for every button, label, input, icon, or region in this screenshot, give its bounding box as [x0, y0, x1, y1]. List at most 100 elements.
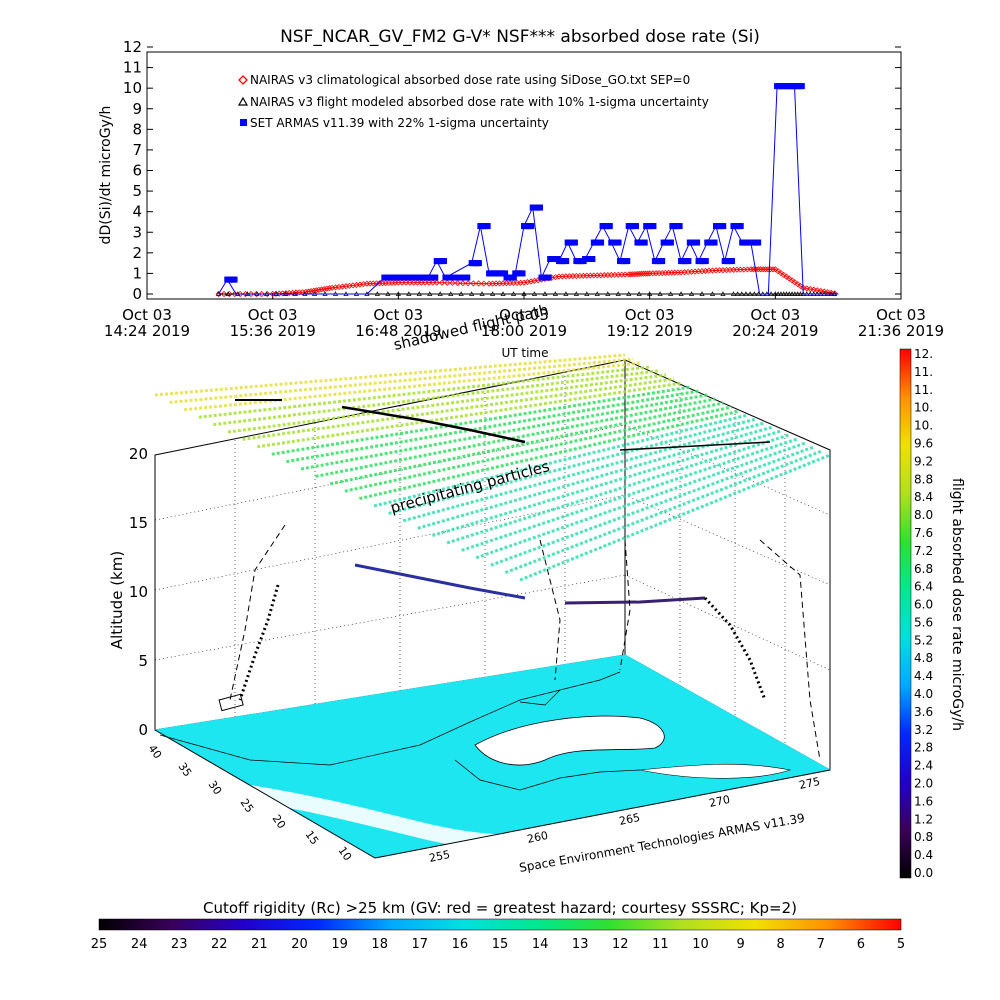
data-point — [767, 266, 774, 273]
rigidity-colorbar: Cutoff rigidity (Rc) >25 km (GV: red = g… — [91, 899, 905, 952]
data-point — [455, 274, 462, 281]
data-point — [755, 239, 762, 246]
x-tick-time: 16:48 2019 — [355, 322, 441, 340]
x-tick-date: Oct 03 — [750, 306, 800, 324]
dose-colorbar-tick: 0.4 — [914, 848, 933, 862]
data-point — [459, 274, 466, 281]
rigidity-colorbar-tick: 6 — [857, 937, 865, 952]
dose-colorbar-tick: 0.0 — [914, 866, 933, 880]
rigidity-colorbar-tick: 13 — [572, 937, 589, 952]
legend-label: NAIRAS v3 climatological absorbed dose r… — [250, 73, 690, 87]
data-point — [510, 291, 517, 296]
shadow-path-top — [341, 405, 526, 444]
particle-row — [417, 425, 774, 530]
particle-sheet — [154, 353, 831, 582]
flight-track-cruise — [564, 596, 706, 605]
data-point — [629, 271, 636, 278]
data-point — [385, 291, 391, 296]
data-point — [798, 83, 805, 90]
lon-tick: 260 — [526, 829, 549, 846]
data-point — [659, 258, 666, 265]
data-point — [636, 270, 643, 277]
rigidity-colorbar-title: Cutoff rigidity (Rc) >25 km (GV: red = g… — [203, 899, 797, 917]
dose-colorbar-tick: 2.8 — [914, 741, 933, 755]
data-point — [479, 291, 485, 296]
particles-annotation: precipitating particles — [388, 457, 551, 517]
rigidity-colorbar-tick: 16 — [452, 937, 469, 952]
data-point — [780, 271, 787, 278]
dose-colorbar-tick: 4.0 — [914, 687, 933, 701]
data-point — [824, 289, 831, 296]
diamond-marker-icon — [238, 75, 248, 85]
data-point — [315, 286, 322, 293]
x-tick-time: 20:24 2019 — [732, 322, 818, 340]
departure-marker-icon — [218, 693, 244, 712]
data-point — [253, 290, 260, 298]
data-point — [642, 270, 649, 277]
data-point — [755, 266, 762, 273]
altitude-axis: 0 5 10 15 20 Altitude (km) — [108, 445, 148, 739]
data-point — [502, 270, 509, 277]
dose-colorbar-tick: 1.2 — [914, 812, 933, 826]
lat-tick: 30 — [206, 778, 225, 797]
shadow-path-top — [619, 441, 771, 451]
lat-tick: 10 — [336, 844, 355, 863]
data-point — [786, 291, 792, 296]
particle-row — [242, 377, 675, 441]
data-point — [644, 270, 651, 277]
dose-colorbar-tick: 12. — [914, 347, 933, 361]
data-point — [326, 285, 333, 292]
particle-row — [446, 433, 790, 545]
data-point — [536, 204, 543, 211]
series-2 — [218, 83, 839, 295]
y-tick-label: 1 — [132, 264, 142, 282]
rigidity-colorbar-tick: 12 — [612, 937, 629, 952]
data-point — [831, 290, 838, 297]
x-tick-date: Oct 03 — [373, 306, 423, 324]
data-point — [769, 266, 776, 273]
data-point — [632, 223, 639, 230]
data-point — [676, 223, 683, 230]
particle-row — [504, 449, 823, 575]
x-tick-date: Oct 03 — [122, 306, 172, 324]
data-point — [454, 280, 461, 287]
data-point — [459, 280, 466, 287]
data-point — [803, 285, 810, 292]
data-point — [451, 274, 458, 281]
dose-colorbar-tick: 0.8 — [914, 830, 933, 844]
data-point — [469, 291, 475, 296]
x-tick-date: Oct 03 — [876, 306, 926, 324]
caribbean-sea — [639, 763, 792, 779]
data-point — [552, 291, 559, 296]
data-point — [626, 291, 632, 296]
particle-row — [359, 409, 741, 501]
lon-tick: 270 — [708, 793, 731, 810]
data-point — [747, 266, 754, 273]
data-point — [667, 239, 674, 246]
lon-tick: 265 — [618, 811, 641, 828]
particle-row — [256, 381, 683, 449]
dose-colorbar-tick: 9.2 — [914, 454, 933, 468]
data-point — [778, 291, 784, 296]
particle-row — [519, 453, 831, 582]
particle-row — [198, 365, 650, 419]
y-axis-label: dD(Si)/dt microGy/h — [98, 106, 114, 245]
data-point — [444, 279, 451, 286]
z-tick: 15 — [129, 514, 148, 532]
dose-colorbar-tick: 8.0 — [914, 508, 933, 522]
rigidity-colorbar-tick: 20 — [291, 937, 308, 952]
dose-colorbar-ticks: 0.0 0.4 0.8 1.2 1.6 2.0 2.4 2.8 3.2 3.6 4.0 4.4 4.8 5… — [914, 347, 933, 880]
rigidity-colorbar-tick: 17 — [412, 937, 429, 952]
dose-colorbar-tick: 8.4 — [914, 490, 933, 504]
data-point — [709, 291, 716, 296]
y-tick-label: 3 — [132, 223, 142, 241]
data-point — [657, 291, 663, 296]
data-point — [598, 239, 605, 246]
lat-tick: 40 — [146, 742, 165, 761]
data-point — [500, 291, 506, 296]
rigidity-colorbar-tick: 22 — [211, 937, 228, 952]
rigidity-colorbar-ticks: 25 24 23 22 21 20 19 18 17 16 15 14 13 12 11 10 9 8 7 6 5 — [91, 937, 905, 952]
flight-track-descent — [703, 596, 767, 701]
triangle-marker-icon — [237, 96, 249, 106]
